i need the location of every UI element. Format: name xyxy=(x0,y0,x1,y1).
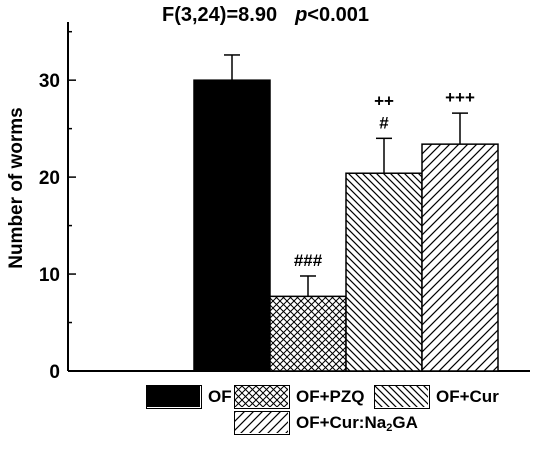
p-value: p<0.001 xyxy=(295,4,370,26)
legend-swatch xyxy=(234,385,290,409)
f-statistic: F(3,24)=8.90 xyxy=(162,4,278,26)
y-tick-label: 0 xyxy=(49,362,60,383)
significance-marker: # xyxy=(379,113,389,132)
legend-label: OF+Cur:Na2GA xyxy=(296,412,418,434)
legend-item: OF+Cur:Na2GA xyxy=(234,410,418,436)
legend-swatch xyxy=(234,411,290,435)
bar-3 xyxy=(345,172,423,372)
stat-title: F(3,24)=8.90 p<0.001 xyxy=(162,4,369,27)
bar-4 xyxy=(421,143,499,372)
bar-2 xyxy=(269,295,347,372)
legend-label: OF+Cur xyxy=(436,387,499,406)
annotations: ### ++ # +++ xyxy=(294,88,475,270)
error-bars xyxy=(224,54,468,297)
significance-marker: +++ xyxy=(445,88,475,107)
y-tick-label: 20 xyxy=(39,168,60,189)
p-value-number: <0.001 xyxy=(307,4,370,26)
significance-marker: ++ xyxy=(374,91,394,110)
legend-label: OF xyxy=(208,387,232,406)
legend-label: OF+PZQ xyxy=(296,387,365,406)
legend-swatch xyxy=(146,385,202,409)
significance-marker: ### xyxy=(294,251,323,270)
legend-item: OF+Cur xyxy=(374,384,499,410)
legend-item: OF xyxy=(146,384,232,410)
y-tick-label: 30 xyxy=(39,71,60,92)
y-axis-label: Number of worms xyxy=(6,107,27,269)
legend-item: OF+PZQ xyxy=(234,384,364,410)
y-tick-label: 10 xyxy=(39,265,60,286)
legend-swatch xyxy=(374,385,430,409)
bars xyxy=(193,79,499,372)
bar-1 xyxy=(193,79,271,372)
